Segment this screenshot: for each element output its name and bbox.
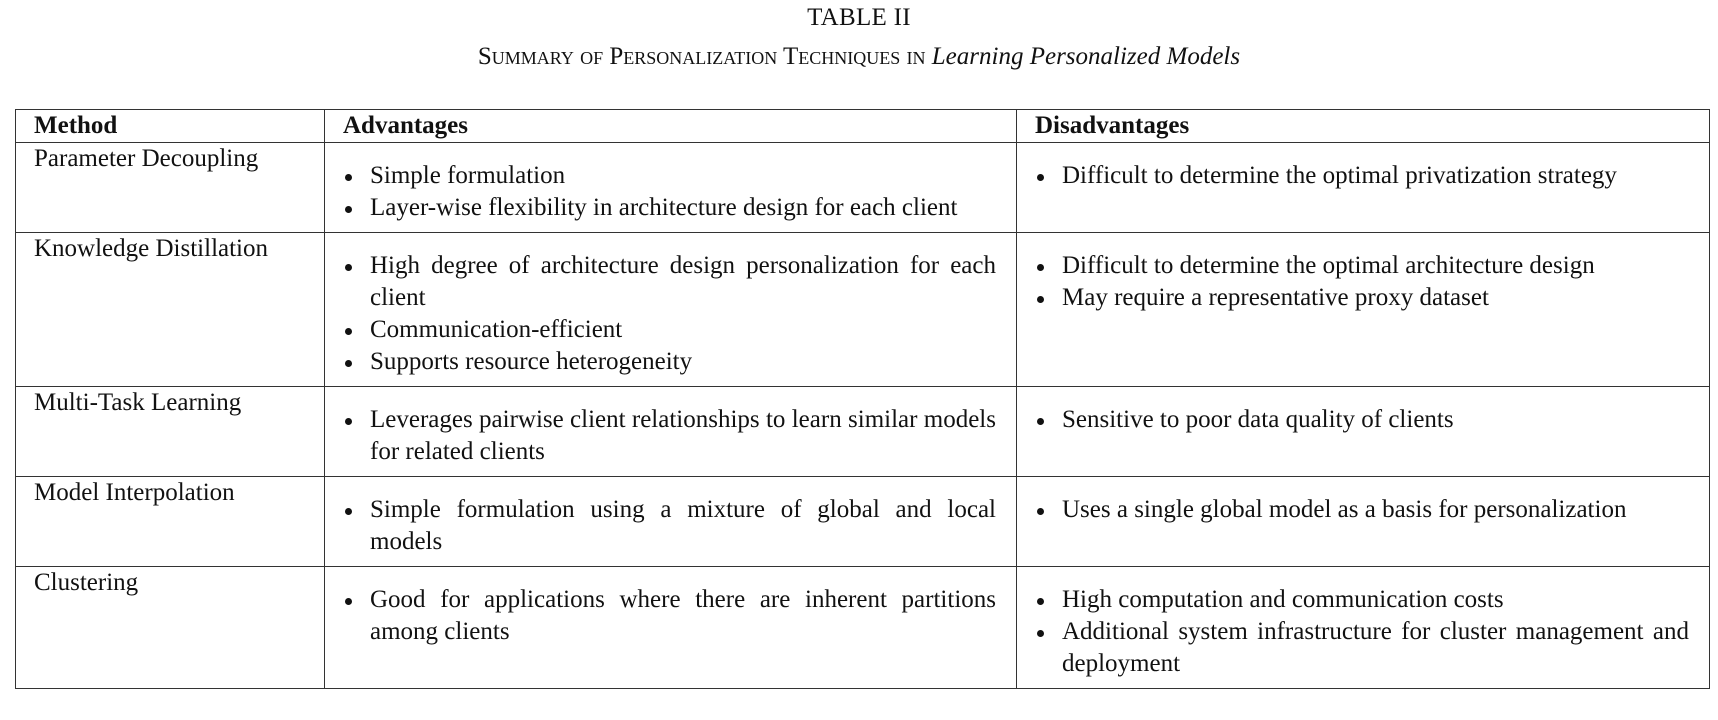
list-item: Leverages pairwise client relationships … [343,404,996,468]
method-cell: Clustering [15,566,325,689]
disadvantages-list: Sensitive to poor data quality of client… [1035,404,1689,436]
list-item: Simple formulation [343,160,996,192]
table-label: TABLE II [807,4,911,31]
list-item-text: Simple formulation [370,162,566,189]
list-item: Good for applications where there are in… [343,584,996,648]
list-item-text: Uses a single global model as a basis fo… [1062,496,1627,523]
disadvantages-list: Difficult to determine the optimal archi… [1035,250,1689,314]
disadvantages-list: High computation and communication costs… [1035,584,1689,680]
bullet-icon [345,206,352,213]
table-row: Model Interpolation Simple formulation u… [15,476,1710,567]
method-cell: Multi-Task Learning [15,386,325,477]
list-item: Difficult to determine the optimal archi… [1035,250,1689,282]
list-item-text: Additional system infrastructure for clu… [1062,618,1689,677]
summary-table: Method Advantages Disadvantages Paramete… [15,109,1710,689]
advantages-list: Simple formulation using a mixture of gl… [343,494,996,558]
list-item-text: Simple formulation using a mixture of gl… [370,496,996,555]
list-item: Layer-wise flexibility in architecture d… [343,192,996,224]
advantages-list: Simple formulation Layer-wise flexibilit… [343,160,996,224]
bullet-icon [345,328,352,335]
bullet-icon [345,418,352,425]
advantages-list: High degree of architecture design perso… [343,250,996,378]
list-item-text: Difficult to determine the optimal archi… [1062,252,1595,279]
bullet-icon [1037,174,1044,181]
bullet-icon [345,174,352,181]
table-row: Knowledge Distillation High degree of ar… [15,232,1710,387]
list-item-text: Sensitive to poor data quality of client… [1062,406,1454,433]
bullet-icon [345,264,352,271]
header-row: Method Advantages Disadvantages [15,109,1710,143]
disadvantages-list: Difficult to determine the optimal priva… [1035,160,1689,192]
list-item: Simple formulation using a mixture of gl… [343,494,996,558]
list-item: Supports resource heterogeneity [343,346,996,378]
list-item-text: High computation and communication costs [1062,586,1504,613]
list-item-text: Layer-wise flexibility in architecture d… [370,194,958,221]
list-item: Sensitive to poor data quality of client… [1035,404,1689,436]
header-advantages: Advantages [324,109,1017,143]
bullet-icon [1037,264,1044,271]
advantages-cell: Simple formulation using a mixture of gl… [324,476,1017,567]
bullet-icon [1037,508,1044,515]
table-row: Clustering Good for applications where t… [15,566,1710,689]
bullet-icon [345,598,352,605]
method-cell: Knowledge Distillation [15,232,325,387]
bullet-icon [345,360,352,367]
list-item: Difficult to determine the optimal priva… [1035,160,1689,192]
disadvantages-cell: Difficult to determine the optimal archi… [1016,232,1710,387]
bullet-icon [1037,598,1044,605]
caption-title-text: Summary of Personalization Techniques in [477,43,926,70]
method-cell: Model Interpolation [15,476,325,567]
advantages-list: Good for applications where there are in… [343,584,996,648]
caption-title-italic: Learning Personalized Models [931,43,1241,70]
list-item-text: Leverages pairwise client relationships … [370,406,996,465]
list-item: Communication-efficient [343,314,996,346]
list-item-text: Difficult to determine the optimal priva… [1062,162,1617,189]
advantages-cell: Good for applications where there are in… [324,566,1017,689]
disadvantages-cell: Difficult to determine the optimal priva… [1016,142,1710,233]
list-item-text: Supports resource heterogeneity [370,348,693,375]
advantages-cell: Leverages pairwise client relationships … [324,386,1017,477]
disadvantages-list: Uses a single global model as a basis fo… [1035,494,1689,526]
bullet-icon [1037,418,1044,425]
table-row: Multi-Task Learning Leverages pairwise c… [15,386,1710,477]
disadvantages-cell: Uses a single global model as a basis fo… [1016,476,1710,567]
disadvantages-cell: Sensitive to poor data quality of client… [1016,386,1710,477]
disadvantages-cell: High computation and communication costs… [1016,566,1710,689]
list-item-text: Good for applications where there are in… [370,586,996,645]
method-cell: Parameter Decoupling [15,142,325,233]
list-item: Uses a single global model as a basis fo… [1035,494,1689,526]
bullet-icon [345,508,352,515]
list-item: Additional system infrastructure for clu… [1035,616,1689,680]
list-item-text: Communication-efficient [370,316,623,343]
advantages-cell: Simple formulation Layer-wise flexibilit… [324,142,1017,233]
header-method: Method [15,109,325,143]
table-row: Parameter Decoupling Simple formulation … [15,142,1710,233]
list-item: High degree of architecture design perso… [343,250,996,314]
list-item: May require a representative proxy datas… [1035,282,1689,314]
bullet-icon [1037,296,1044,303]
advantages-list: Leverages pairwise client relationships … [343,404,996,468]
table-caption: Summary of Personalization Techniques in… [0,41,1718,73]
list-item-text: May require a representative proxy datas… [1062,284,1489,311]
bullet-icon [1037,630,1044,637]
list-item-text: High degree of architecture design perso… [370,252,996,311]
header-disadvantages: Disadvantages [1016,109,1710,143]
advantages-cell: High degree of architecture design perso… [324,232,1017,387]
list-item: High computation and communication costs [1035,584,1689,616]
